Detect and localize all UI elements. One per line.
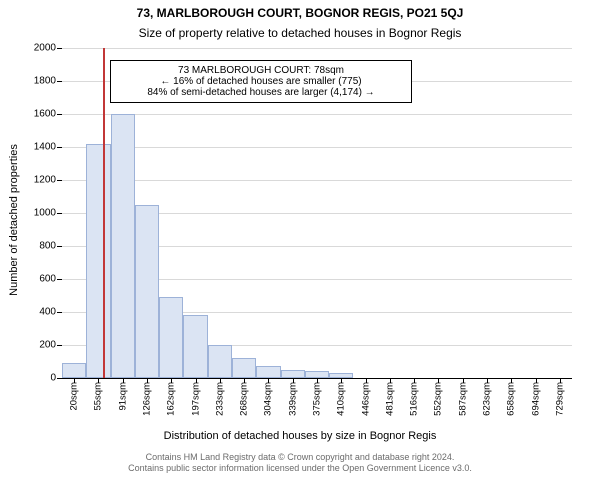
x-tick-label: 410sqm [336,382,347,416]
x-tick-label: 481sqm [384,382,395,416]
chart-footer: Contains HM Land Registry data © Crown c… [0,452,600,475]
x-tick-label: 55sqm [93,382,104,411]
y-tick-label: 1000 [34,208,62,219]
annotation-line: ← 16% of detached houses are smaller (77… [115,76,407,87]
y-tick-label: 600 [39,274,62,285]
histogram-bar [208,345,232,378]
histogram-bar [86,144,110,378]
x-tick-label: 446sqm [360,382,371,416]
y-tick-label: 2000 [34,43,62,54]
histogram-bar [135,205,159,378]
chart-container: 73, MARLBOROUGH COURT, BOGNOR REGIS, PO2… [0,0,600,500]
y-tick-label: 0 [50,373,62,384]
x-tick-label: 623sqm [482,382,493,416]
x-tick-label: 197sqm [190,382,201,416]
highlight-marker-line [103,48,105,378]
y-gridline [62,48,572,49]
chart-title: 73, MARLBOROUGH COURT, BOGNOR REGIS, PO2… [0,6,600,20]
footer-line-1: Contains HM Land Registry data © Crown c… [146,452,455,462]
x-tick-label: 162sqm [166,382,177,416]
x-axis-label: Distribution of detached houses by size … [0,430,600,442]
y-gridline [62,147,572,148]
x-tick-label: 233sqm [214,382,225,416]
y-tick-label: 1400 [34,142,62,153]
y-tick-label: 800 [39,241,62,252]
footer-line-2: Contains public sector information licen… [128,463,472,473]
plot-area: 020040060080010001200140016001800200020s… [62,48,572,379]
x-tick-label: 587sqm [457,382,468,416]
x-tick-label: 516sqm [409,382,420,416]
histogram-bar [111,114,135,378]
chart-subtitle: Size of property relative to detached ho… [0,26,600,40]
x-tick-label: 126sqm [142,382,153,416]
x-tick-label: 20sqm [69,382,80,411]
annotation-line: 84% of semi-detached houses are larger (… [115,87,407,98]
y-gridline [62,180,572,181]
annotation-box: 73 MARLBOROUGH COURT: 78sqm← 16% of deta… [110,60,412,103]
x-tick-label: 339sqm [287,382,298,416]
y-tick-label: 1800 [34,76,62,87]
y-tick-label: 400 [39,307,62,318]
histogram-bar [159,297,183,378]
x-tick-label: 729sqm [554,382,565,416]
x-tick-label: 658sqm [506,382,517,416]
y-axis-label: Number of detached properties [6,0,22,440]
histogram-bar [281,370,305,378]
histogram-bar [62,363,86,378]
y-tick-label: 1600 [34,109,62,120]
histogram-bar [232,358,256,378]
y-gridline [62,114,572,115]
annotation-line: 73 MARLBOROUGH COURT: 78sqm [115,65,407,76]
y-tick-label: 200 [39,340,62,351]
histogram-bar [183,315,207,378]
histogram-bar [305,371,329,378]
histogram-bar [329,373,353,378]
x-tick-label: 268sqm [239,382,250,416]
histogram-bar [256,366,280,378]
x-tick-label: 91sqm [117,382,128,411]
x-tick-label: 694sqm [530,382,541,416]
x-tick-label: 552sqm [433,382,444,416]
y-tick-label: 1200 [34,175,62,186]
x-tick-label: 304sqm [263,382,274,416]
x-tick-label: 375sqm [312,382,323,416]
